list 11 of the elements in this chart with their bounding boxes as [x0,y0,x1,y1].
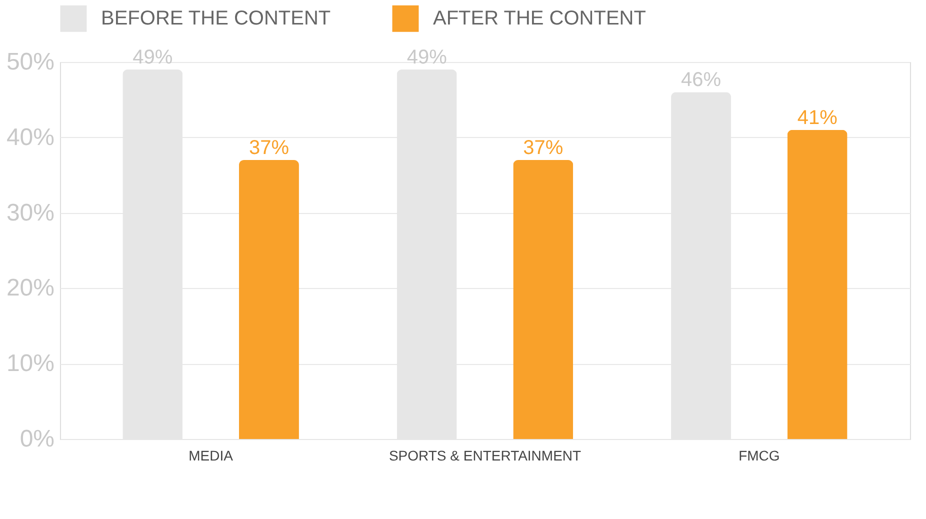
bar [787,130,848,439]
x-tick-label: FMCG [738,448,780,464]
data-label: 37% [248,137,290,160]
data-label: 37% [523,137,564,160]
legend-label: AFTER THE CONTENT [433,8,646,30]
legend-label: BEFORE THE CONTENT [101,8,331,30]
bar [238,160,299,439]
data-label: 41% [797,106,838,129]
bar [513,160,574,439]
x-tick-label: SPORTS & ENTERTAINMENT [388,448,582,464]
x-tick-label: MEDIA [188,448,234,464]
